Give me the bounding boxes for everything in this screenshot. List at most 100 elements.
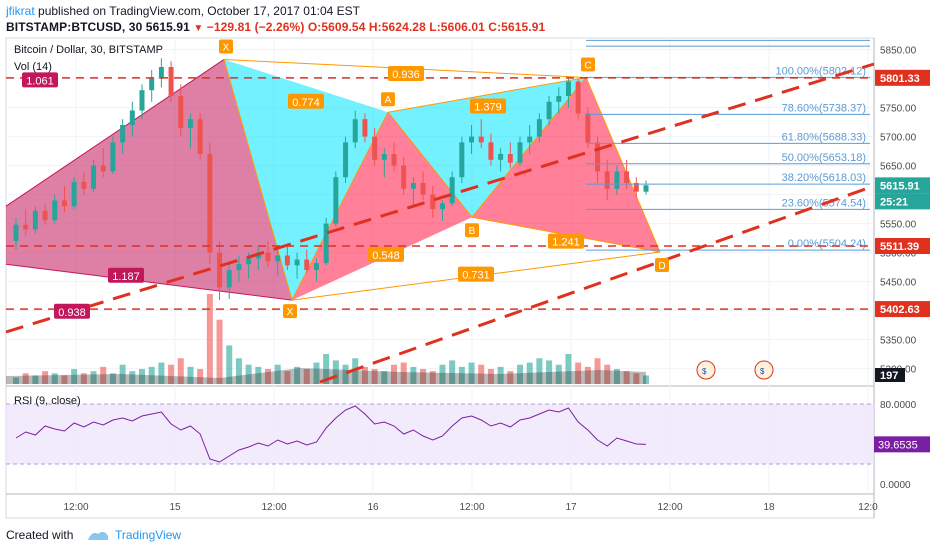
pattern-labels: 1.061 0.936 0.774 1.379 1.187 0.548 1.241 0.731… — [22, 39, 669, 319]
candle-body — [595, 142, 601, 172]
rsi-tick-label: 80.0000 — [880, 400, 917, 411]
ratio-badge — [54, 303, 90, 319]
candle-body — [100, 165, 106, 172]
trend-lines — [5, 62, 875, 384]
svg-text:$: $ — [702, 367, 707, 376]
axes: 5850.005800.005750.005700.005650.005600.… — [63, 46, 916, 513]
author-link[interactable]: jfikrat — [6, 4, 35, 18]
candles — [13, 58, 649, 301]
volume-bar — [187, 366, 194, 384]
price-tick-label: 5650.00 — [880, 162, 917, 173]
volume-bar — [507, 371, 514, 384]
volume-bar — [313, 362, 320, 384]
volume-bar — [100, 366, 107, 384]
published-text: published on TradingView.com, October 17… — [38, 4, 360, 18]
point-badge — [581, 57, 595, 72]
earnings-icon[interactable]: $ — [696, 360, 716, 380]
price-tick-label: 5550.00 — [880, 220, 917, 231]
volume-bar — [497, 366, 504, 384]
volume-bar — [468, 362, 475, 384]
candle-body — [343, 142, 349, 178]
volume-bar — [226, 345, 233, 384]
volume-bar — [42, 371, 49, 384]
volume-bar — [613, 369, 620, 384]
candle-body — [381, 154, 387, 160]
time-tick-label: 18 — [763, 502, 775, 513]
candle-body — [226, 270, 232, 288]
volume-bar — [13, 377, 19, 384]
volume-bar — [342, 364, 349, 384]
ratio-label: 0.548 — [372, 250, 400, 262]
candle-body — [81, 181, 87, 189]
candle-body — [546, 101, 552, 120]
price-tick-label: 5350.00 — [880, 336, 917, 347]
candle-body — [275, 255, 281, 262]
volume-bar — [332, 360, 339, 384]
volume-bar — [109, 373, 116, 384]
candle-body — [32, 210, 38, 230]
volume-bar — [536, 358, 543, 384]
volume-bar — [643, 375, 649, 384]
candle-body — [120, 125, 126, 143]
candle-body — [517, 142, 523, 163]
volume-bar — [352, 358, 359, 384]
time-tick-label: 12:0 — [858, 502, 878, 513]
price-tag-label: 5511.39 — [880, 241, 919, 253]
time-tick-label: 12:00 — [459, 502, 484, 513]
candle-body — [565, 81, 571, 96]
candle-body — [478, 136, 484, 143]
candle-body — [313, 263, 319, 270]
volume-bar — [391, 364, 397, 384]
volume-bar — [594, 358, 601, 384]
pattern-point-label: A — [385, 95, 392, 106]
ohlc-values: O:5609.54 H:5624.28 L:5606.01 C:5615.91 — [307, 20, 546, 34]
publish-line: jfikrat published on TradingView.com, Oc… — [6, 4, 360, 18]
volume-bar — [449, 360, 456, 384]
ratio-label: 0.938 — [58, 307, 86, 319]
price-tick-label: 5750.00 — [880, 104, 917, 115]
rsi-band — [6, 404, 874, 464]
volume-bar — [575, 362, 582, 384]
point-badge — [465, 223, 479, 238]
candle-body — [362, 119, 368, 137]
price-tick-label: 5700.00 — [880, 133, 917, 144]
candle-body — [187, 119, 193, 128]
candle-body — [178, 96, 184, 128]
candle-body — [23, 224, 29, 230]
candle-body — [61, 200, 67, 207]
price-tag-badge — [875, 237, 930, 254]
chart-area[interactable]: 100.00%(5802.12)78.60%(5738.37)61.80%(56… — [0, 36, 932, 520]
candle-body — [507, 154, 513, 163]
svg-text:$: $ — [760, 367, 765, 376]
volume-bar — [90, 371, 97, 384]
candle-body — [168, 67, 174, 96]
symbol-label: BITSTAMP:BTCUSD, 30 — [6, 20, 143, 34]
volume-bar — [487, 369, 494, 384]
candle-body — [401, 165, 407, 189]
volume-bar — [400, 362, 407, 384]
ratio-label: 1.379 — [474, 101, 502, 113]
fib-level-label: 38.20%(5618.03) — [782, 172, 866, 184]
price-tick-label: 5500.00 — [880, 249, 917, 260]
candle-body — [323, 223, 329, 264]
volume-bar — [22, 373, 29, 384]
volume-badge-label: 197 — [880, 370, 898, 382]
volume-bar — [555, 364, 562, 384]
volume-bars — [6, 294, 649, 384]
fib-level-label: 0.00%(5504.24) — [788, 238, 866, 250]
candle-body — [207, 154, 213, 253]
tradingview-brand[interactable]: TradingView — [115, 528, 182, 542]
ratio-label: 1.061 — [26, 75, 54, 87]
volume-bar — [32, 375, 39, 384]
point-badge — [283, 304, 297, 319]
volume-bar — [584, 366, 591, 384]
candle-body — [536, 119, 542, 137]
earnings-icon-2[interactable]: $ — [754, 360, 774, 380]
rsi-pane: 80.0000 0.0000 39.6535 — [6, 400, 930, 491]
volume-bar — [139, 369, 145, 384]
candle-body — [614, 171, 620, 189]
fib-retracement: 100.00%(5802.12)78.60%(5738.37)61.80%(56… — [586, 39, 870, 251]
volume-bar — [129, 371, 136, 384]
price-tag-label: 5615.91 — [880, 180, 920, 192]
volume-bar — [361, 366, 368, 384]
